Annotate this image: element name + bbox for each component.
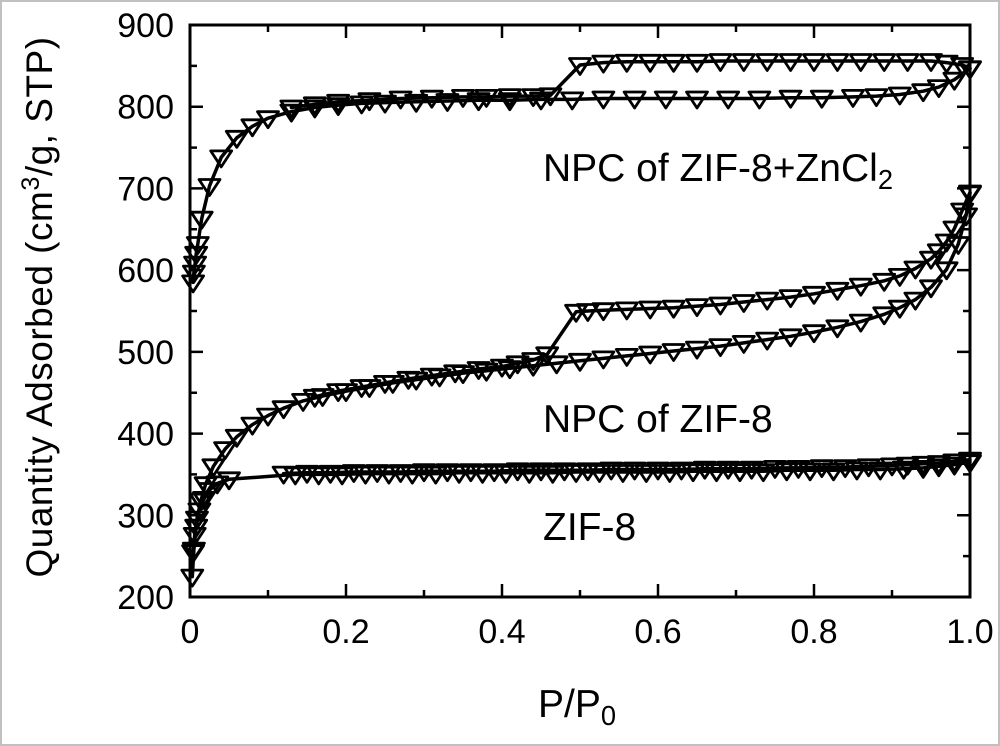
series-line-npc-zif8-desorption: [313, 190, 972, 399]
y-tick-label: 500: [117, 334, 174, 372]
annotation-npc-zif8-zncl2-subscript: 2: [877, 163, 894, 195]
x-axis-title: P/P0: [537, 683, 616, 731]
annotation-zif8: ZIF-8: [543, 506, 636, 550]
x-tick-label: 0.2: [322, 613, 369, 651]
y-axis-title-suffix: /g, STP): [19, 36, 60, 177]
plot-frame: [188, 23, 972, 599]
series-line-zif8-desorption: [281, 457, 972, 476]
annotation-npc-zif8-text: NPC of ZIF-8: [543, 398, 773, 441]
annotation-npc-zif8-zncl2-text: NPC of ZIF-8+ZnCl: [543, 147, 878, 190]
series-markers-npc-zif8-zncl2-desorption: [279, 53, 982, 119]
y-tick-label: 300: [117, 497, 174, 535]
series-markers-zif8-desorption: [271, 451, 982, 485]
y-tick-label: 800: [117, 89, 174, 127]
y-tick-label: 700: [117, 170, 174, 208]
x-tick-label: 1.0: [946, 613, 993, 651]
y-tick-label: 900: [117, 7, 174, 45]
x-axis-title-text: P/P: [537, 683, 601, 726]
series-markers-npc-zif8-desorption: [302, 184, 982, 408]
x-tick-label: 0: [181, 613, 200, 651]
annotation-zif8-text: ZIF-8: [543, 506, 637, 549]
y-tick-label: 400: [117, 416, 174, 454]
y-tick-label: 600: [117, 252, 174, 290]
series-line-npc-zif8-zncl2-adsorption: [191, 66, 972, 285]
y-axis-title-text: Quantity Adsorbed (cm: [19, 190, 60, 578]
x-tick-label: 0.6: [634, 613, 681, 651]
series-line-npc-zif8-adsorption: [191, 191, 972, 554]
x-tick-label: 0.8: [790, 613, 837, 651]
annotation-npc-zif8: NPC of ZIF-8: [543, 398, 773, 442]
annotation-npc-zif8-zncl2: NPC of ZIF-8+ZnCl2: [543, 147, 893, 195]
x-axis-title-subscript: 0: [600, 699, 617, 731]
y-axis-title: Quantity Adsorbed (cm3/g, STP): [17, 36, 61, 578]
y-tick-label: 200: [117, 579, 174, 617]
x-tick-label: 0.4: [478, 613, 525, 651]
y-axis-title-superscript: 3: [17, 176, 46, 191]
